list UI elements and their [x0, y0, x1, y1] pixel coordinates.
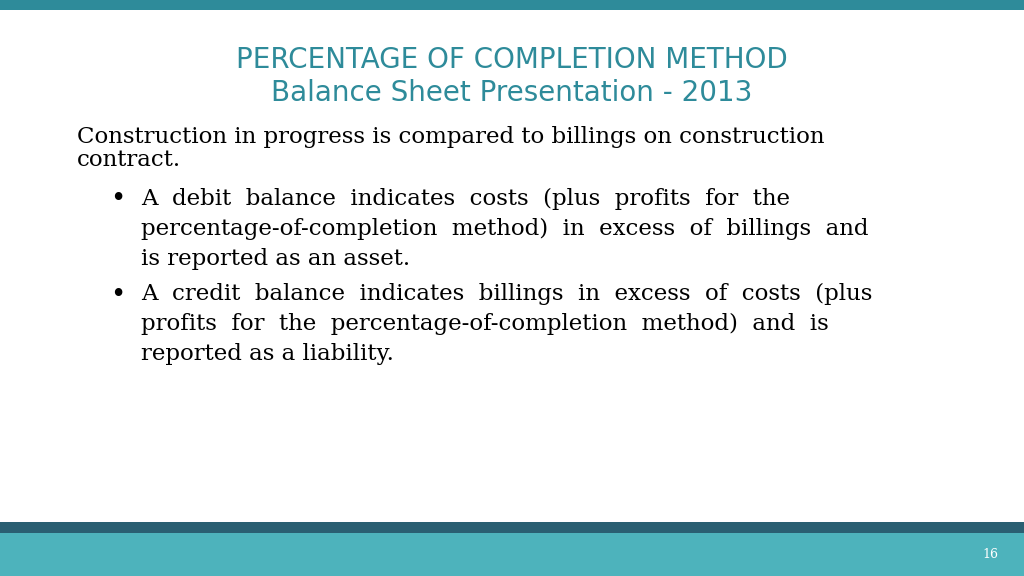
Text: Construction in progress is compared to billings on construction: Construction in progress is compared to …: [77, 126, 824, 148]
Text: A  debit  balance  indicates  costs  (plus  profits  for  the: A debit balance indicates costs (plus pr…: [141, 188, 791, 210]
Text: •: •: [111, 282, 125, 307]
Text: reported as a liability.: reported as a liability.: [141, 343, 394, 365]
Text: •: •: [111, 186, 125, 211]
Text: percentage-of-completion  method)  in  excess  of  billings  and: percentage-of-completion method) in exce…: [141, 218, 868, 240]
FancyBboxPatch shape: [0, 533, 1024, 576]
Text: A  credit  balance  indicates  billings  in  excess  of  costs  (plus: A credit balance indicates billings in e…: [141, 283, 872, 305]
Text: Balance Sheet Presentation - 2013: Balance Sheet Presentation - 2013: [271, 79, 753, 107]
Text: PERCENTAGE OF COMPLETION METHOD: PERCENTAGE OF COMPLETION METHOD: [237, 47, 787, 74]
Text: profits  for  the  percentage-of-completion  method)  and  is: profits for the percentage-of-completion…: [141, 313, 829, 335]
FancyBboxPatch shape: [0, 522, 1024, 533]
Text: 16: 16: [982, 548, 998, 561]
Text: contract.: contract.: [77, 149, 181, 171]
Text: is reported as an asset.: is reported as an asset.: [141, 248, 411, 270]
FancyBboxPatch shape: [0, 0, 1024, 10]
